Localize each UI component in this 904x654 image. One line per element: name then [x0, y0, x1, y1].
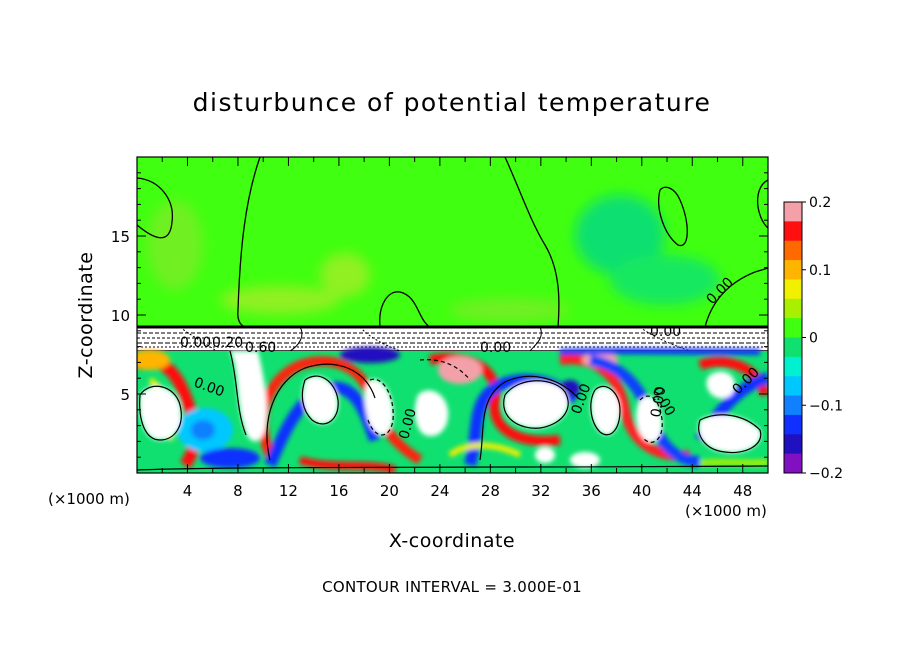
x-axis-title: X-coordinate	[389, 530, 515, 552]
upper-shading	[147, 195, 720, 322]
x-tick-label: 20	[380, 482, 399, 500]
contour-label: 0.00	[396, 407, 420, 441]
x-unit-label: (×1000 m)	[685, 502, 767, 520]
colorbar-swatch	[784, 279, 802, 300]
colorbar-ticks: 0.2 0.1 0 −0.1 −0.2	[802, 195, 843, 482]
contour-label: 0.00	[180, 335, 211, 351]
colorbar-swatch	[784, 318, 802, 338]
colorbar-tick-label: −0.1	[809, 398, 843, 414]
z-unit-label: (×1000 m)	[48, 490, 130, 508]
x-tick-label: 36	[582, 482, 601, 500]
colorbar-tick-label: 0	[809, 331, 818, 347]
colorbar-swatch	[784, 298, 802, 319]
y-axis-ticks: 5 10 15	[111, 172, 768, 458]
colorbar-swatch	[784, 202, 802, 222]
colorbar-swatch	[784, 395, 802, 416]
colorbar-swatch	[784, 434, 802, 455]
colorbar-swatch	[784, 414, 802, 435]
contour-interval-text: CONTOUR INTERVAL = 3.000E-01	[322, 578, 582, 596]
chart-title: disturbunce of potential temperature	[193, 88, 712, 117]
colorbar-swatch	[784, 240, 802, 261]
colorbar-swatch	[784, 356, 802, 377]
colorbar-tick-label: −0.2	[809, 466, 843, 482]
colorbar-swatch	[784, 221, 802, 242]
y-tick-label: 10	[111, 307, 130, 325]
x-tick-label: 4	[183, 482, 193, 500]
y-tick-label: 5	[120, 386, 130, 404]
x-tick-label: 40	[632, 482, 651, 500]
y-tick-label: 15	[111, 228, 130, 246]
x-tick-label: 8	[233, 482, 243, 500]
contour-label: 0.00	[650, 324, 681, 340]
x-tick-label: 32	[531, 482, 550, 500]
colorbar-swatch	[784, 453, 802, 474]
colorbar-swatch	[784, 376, 802, 397]
x-tick-label: 24	[430, 482, 449, 500]
x-tick-label: 48	[733, 482, 752, 500]
colorbar-swatch	[784, 337, 802, 358]
contour-label: 0.20	[212, 335, 243, 351]
colorbar	[783, 201, 803, 474]
transition-contours	[137, 325, 768, 352]
colorbar-tick-label: 0.1	[809, 263, 831, 279]
plot-area	[137, 157, 768, 473]
colorbar-tick-label: 0.2	[809, 195, 831, 211]
x-axis-ticks: 4 8 12 16 20 24 28 32 36 40 44 48	[161, 157, 752, 500]
x-tick-label: 44	[683, 482, 702, 500]
contour-label: 0.60	[245, 340, 276, 356]
x-tick-label: 12	[279, 482, 298, 500]
colorbar-swatch	[784, 260, 802, 280]
upper-contours	[137, 157, 768, 328]
contour-label: 0.00	[648, 385, 669, 418]
y-axis-title: Z-coordinate	[75, 252, 97, 379]
lower-contours	[137, 350, 768, 471]
x-tick-label: 28	[481, 482, 500, 500]
contour-label: 0.00	[480, 340, 511, 356]
x-tick-label: 16	[329, 482, 348, 500]
